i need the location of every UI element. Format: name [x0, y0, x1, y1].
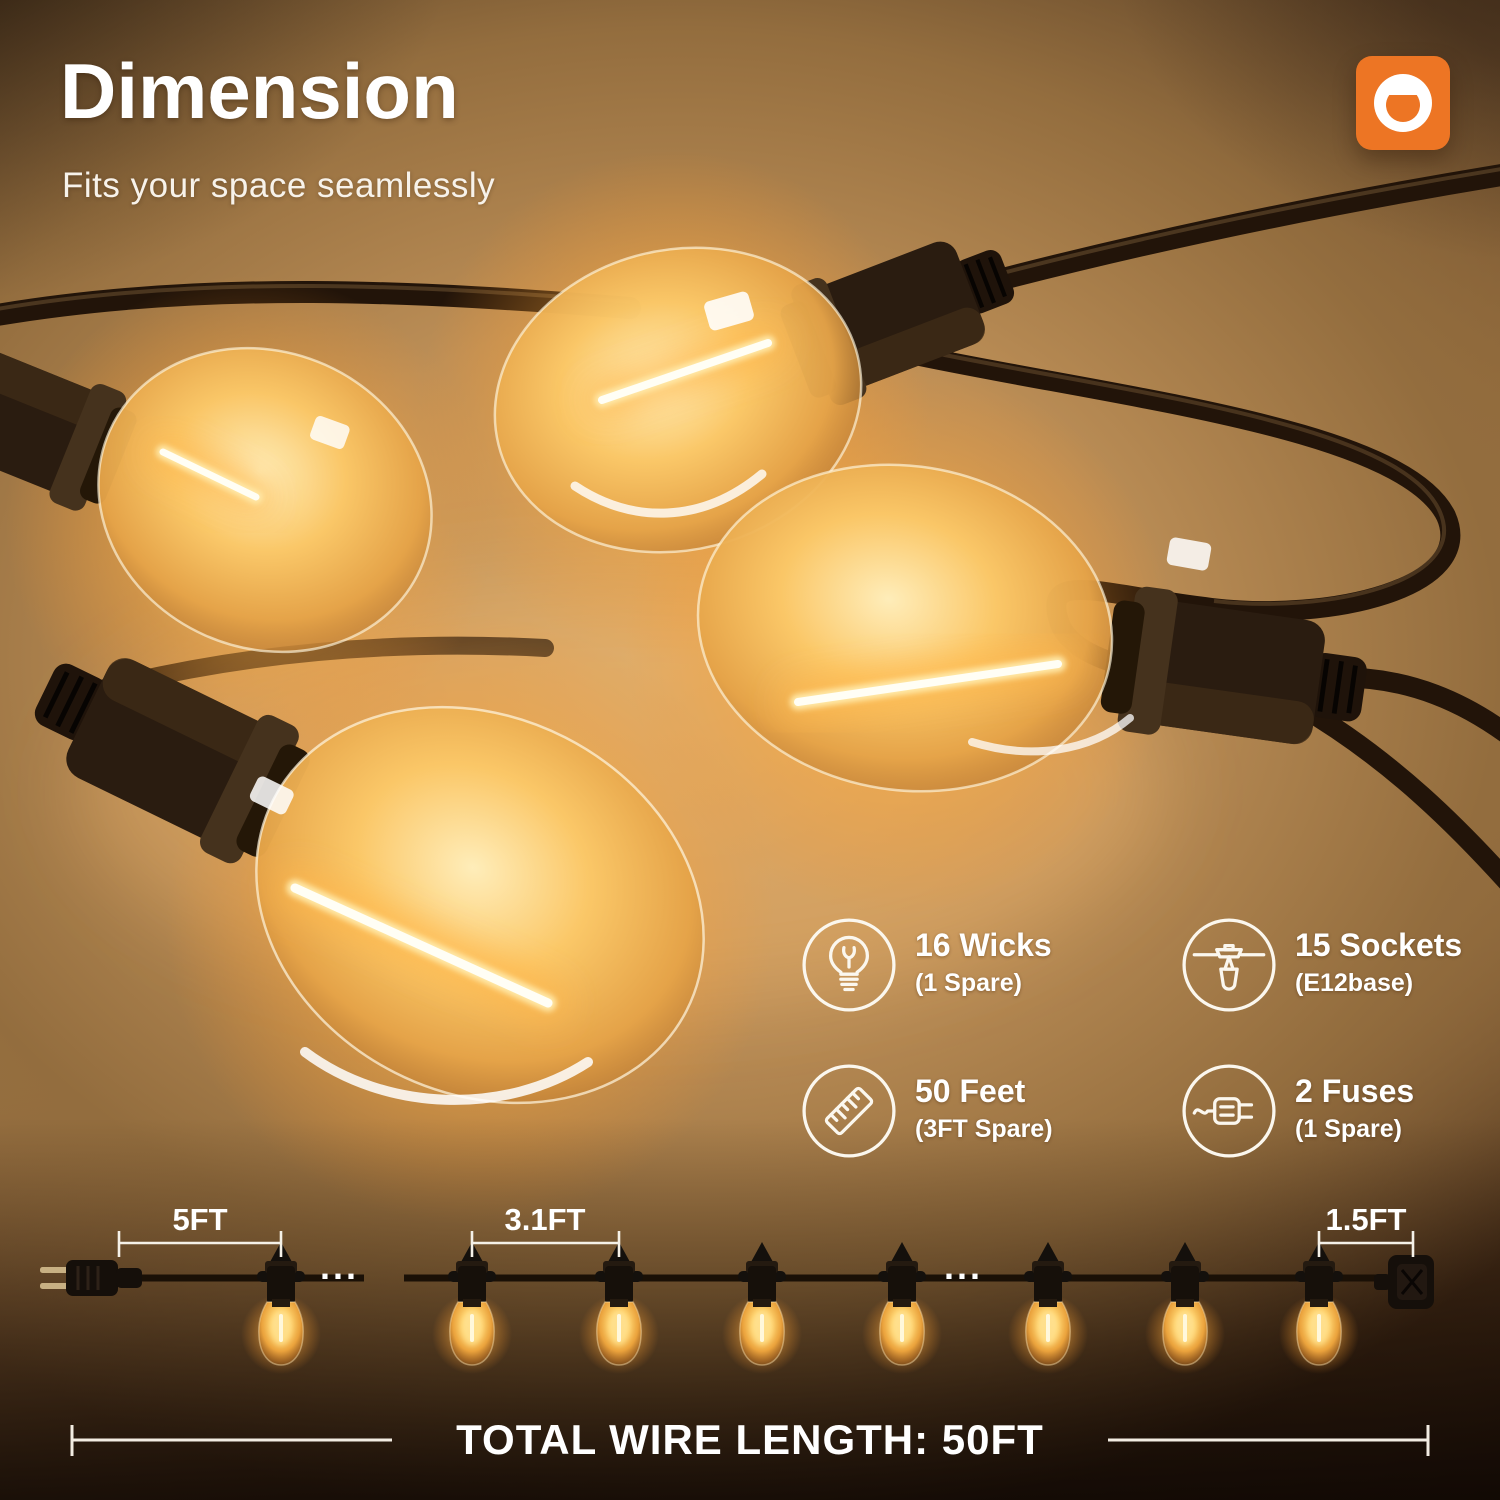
power-plug: [40, 1260, 142, 1296]
measurement-label-5ft: 5FT: [172, 1202, 227, 1237]
spec-note: (1 Spare): [1295, 1114, 1402, 1143]
spec-value: 15 Sockets: [1295, 927, 1463, 963]
spec-wicks: 16 Wicks (1 Spare): [800, 916, 1052, 1014]
total-length-lines: [70, 1425, 1430, 1456]
glass-highlights: [249, 291, 1212, 1105]
spec-feet: 50 Feet (3FT Spare): [800, 1062, 1053, 1160]
wire-ellipsis-right: ...: [944, 1246, 983, 1287]
end-connector: [1374, 1255, 1434, 1309]
page-title: Dimension: [60, 47, 459, 135]
led-filaments: [148, 327, 1075, 1021]
spec-value: 16 Wicks: [915, 927, 1052, 963]
measurement-brackets: [117, 1231, 1415, 1257]
ruler-icon: [802, 1064, 896, 1158]
spec-note: (E12base): [1295, 968, 1414, 997]
measurement-label-1-5ft: 1.5FT: [1326, 1202, 1407, 1237]
bulb-icon: [802, 918, 896, 1012]
total-wire-length-label: TOTAL WIRE LENGTH: 50FT: [456, 1416, 1044, 1463]
page-subtitle: Fits your space seamlessly: [62, 166, 496, 205]
brand-logo: [1356, 56, 1450, 150]
header: Dimension Fits your space seamlessly: [60, 52, 495, 206]
spec-note: (1 Spare): [915, 968, 1022, 997]
measurement-label-3-1ft: 3.1FT: [505, 1202, 586, 1237]
spec-fuses: 2 Fuses (1 Spare): [1180, 1062, 1414, 1160]
fuse-icon: [1182, 1064, 1276, 1158]
spec-value: 50 Feet: [915, 1073, 1026, 1109]
spec-value: 2 Fuses: [1295, 1073, 1415, 1109]
spec-sockets: 15 Sockets (E12base): [1180, 916, 1462, 1014]
wire-ellipsis-left: ...: [320, 1246, 359, 1287]
dimension-diagram: ... ... 5FT 3.1FT 1.5FT: [40, 1202, 1434, 1463]
socket-icon: [1182, 918, 1276, 1012]
spec-note: (3FT Spare): [915, 1114, 1053, 1143]
orange-ring-logo-icon: [1374, 74, 1432, 132]
